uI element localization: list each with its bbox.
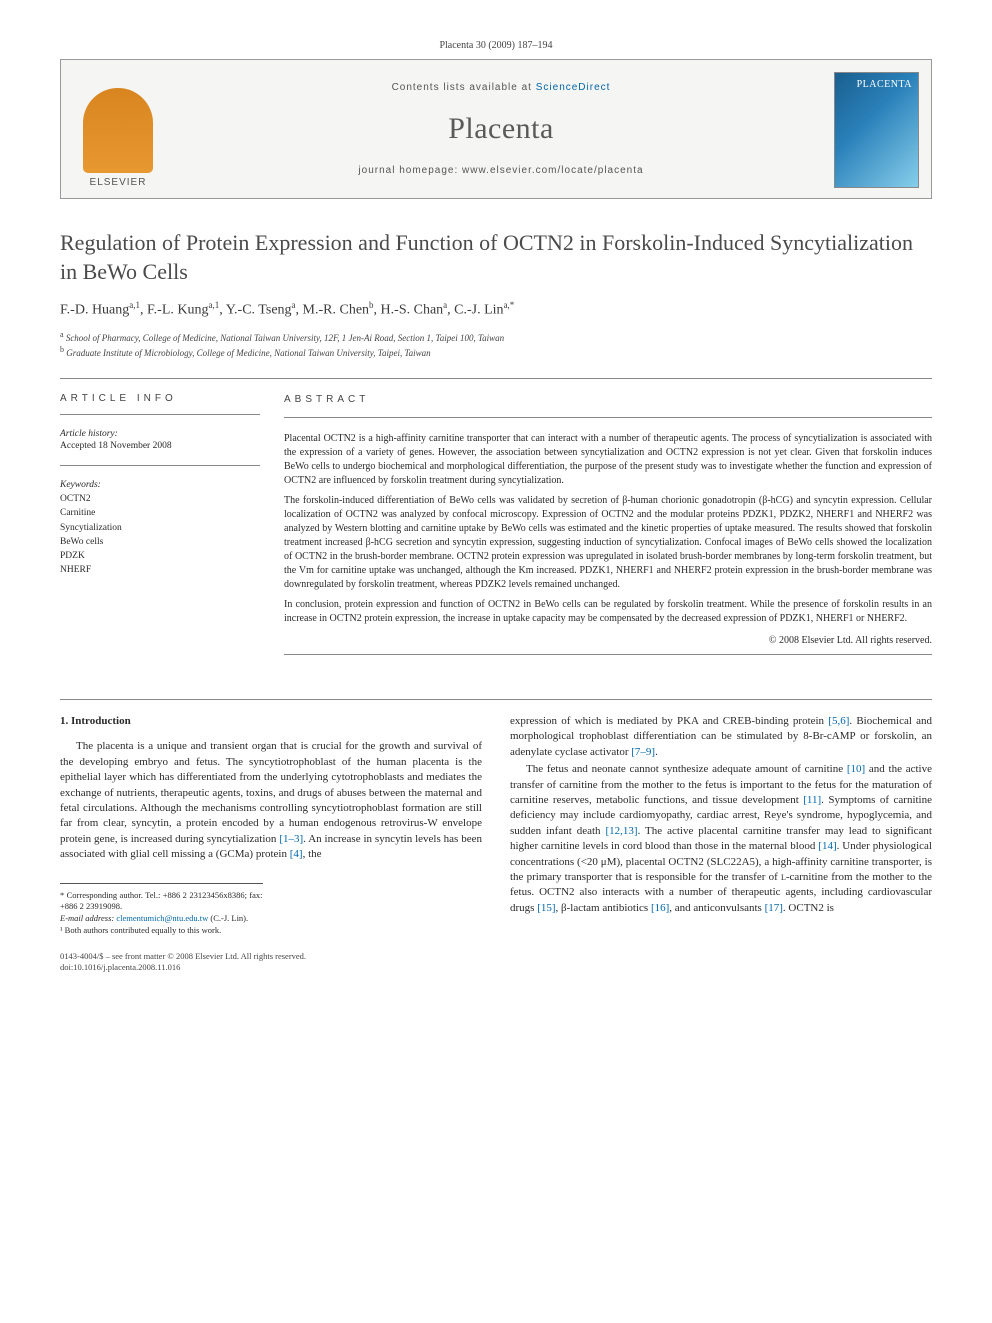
separator-line xyxy=(60,378,932,379)
keyword: BeWo cells xyxy=(60,535,260,549)
abstract-heading: ABSTRACT xyxy=(284,393,932,407)
ref-link[interactable]: [12,13] xyxy=(605,825,637,837)
equal-contribution-note: ¹ Both authors contributed equally to th… xyxy=(60,925,263,937)
ref-link[interactable]: [7–9] xyxy=(631,746,655,758)
ref-link[interactable]: [16] xyxy=(651,902,669,914)
publisher-logo[interactable]: ELSEVIER xyxy=(73,72,163,188)
publisher-name: ELSEVIER xyxy=(90,177,147,188)
ref-link[interactable]: [17] xyxy=(765,902,783,914)
header-center: Contents lists available at ScienceDirec… xyxy=(181,60,821,198)
keyword: OCTN2 xyxy=(60,492,260,506)
ref-link[interactable]: [10] xyxy=(847,763,865,775)
affiliations: a School of Pharmacy, College of Medicin… xyxy=(60,329,932,360)
body-text: 1. Introduction The placenta is a unique… xyxy=(60,714,932,937)
keyword: Syncytialization xyxy=(60,521,260,535)
contents-available: Contents lists available at ScienceDirec… xyxy=(392,82,611,93)
abstract-sep xyxy=(284,417,932,418)
abstract-end-sep xyxy=(284,654,932,655)
body-sep xyxy=(60,699,932,700)
footer-doi: doi:10.1016/j.placenta.2008.11.016 xyxy=(60,962,932,973)
sciencedirect-link[interactable]: ScienceDirect xyxy=(536,82,611,93)
journal-header: ELSEVIER Contents lists available at Sci… xyxy=(60,59,932,199)
journal-homepage: journal homepage: www.elsevier.com/locat… xyxy=(358,165,643,176)
ref-link[interactable]: [11] xyxy=(803,794,821,806)
abstract-para-2: The forskolin-induced differentiation of… xyxy=(284,494,932,592)
ref-link[interactable]: [1–3] xyxy=(279,833,303,845)
right-column: expression of which is mediated by PKA a… xyxy=(510,714,932,937)
body-para-right-1: expression of which is mediated by PKA a… xyxy=(510,714,932,760)
email-line: E-mail address: clementumich@ntu.edu.tw … xyxy=(60,913,263,925)
abstract-para-1: Placental OCTN2 is a high-affinity carni… xyxy=(284,432,932,488)
section-number: 1. xyxy=(60,715,68,727)
info-sep-1 xyxy=(60,414,260,415)
abstract: ABSTRACT Placental OCTN2 is a high-affin… xyxy=(284,393,932,669)
affiliation-a: a School of Pharmacy, College of Medicin… xyxy=(60,329,932,345)
keyword: NHERF xyxy=(60,563,260,577)
keyword: PDZK xyxy=(60,549,260,563)
journal-name: Placenta xyxy=(448,112,554,146)
article-info-heading: ARTICLE INFO xyxy=(60,393,260,404)
article-title: Regulation of Protein Expression and Fun… xyxy=(60,229,932,286)
article-info: ARTICLE INFO Article history: Accepted 1… xyxy=(60,393,260,669)
ref-link[interactable]: [14] xyxy=(818,840,836,852)
abstract-para-3: In conclusion, protein expression and fu… xyxy=(284,598,932,626)
page-footer: 0143-4004/$ – see front matter © 2008 El… xyxy=(60,951,932,973)
ref-link[interactable]: [5,6] xyxy=(828,715,849,727)
article-history: Article history: Accepted 18 November 20… xyxy=(60,429,260,451)
keywords-list: OCTN2 Carnitine Syncytialization BeWo ce… xyxy=(60,492,260,578)
affiliation-b: b Graduate Institute of Microbiology, Co… xyxy=(60,344,932,360)
citation: Placenta 30 (2009) 187–194 xyxy=(60,40,932,51)
elsevier-tree-icon xyxy=(83,88,153,173)
body-para-right-2: The fetus and neonate cannot synthesize … xyxy=(510,762,932,916)
footnotes: * Corresponding author. Tel.: +886 2 231… xyxy=(60,883,263,938)
left-column: 1. Introduction The placenta is a unique… xyxy=(60,714,482,937)
keywords-label: Keywords: xyxy=(60,480,260,490)
body-para-left: The placenta is a unique and transient o… xyxy=(60,739,482,862)
email-link[interactable]: clementumich@ntu.edu.tw xyxy=(116,913,208,923)
cover-label: PLACENTA xyxy=(857,79,912,90)
authors-list: F.-D. Huanga,1, F.-L. Kunga,1, Y.-C. Tse… xyxy=(60,300,932,319)
abstract-copyright: © 2008 Elsevier Ltd. All rights reserved… xyxy=(284,634,932,648)
section-title: Introduction xyxy=(71,715,131,727)
homepage-prefix: journal homepage: xyxy=(358,165,462,176)
history-label: Article history: xyxy=(60,429,260,439)
info-abstract-row: ARTICLE INFO Article history: Accepted 1… xyxy=(60,393,932,669)
corresponding-author-note: * Corresponding author. Tel.: +886 2 231… xyxy=(60,890,263,914)
journal-cover-thumbnail[interactable]: PLACENTA xyxy=(834,72,919,188)
contents-prefix: Contents lists available at xyxy=(392,82,536,93)
footer-copyright: 0143-4004/$ – see front matter © 2008 El… xyxy=(60,951,932,962)
ref-link[interactable]: [15] xyxy=(537,902,555,914)
homepage-url[interactable]: www.elsevier.com/locate/placenta xyxy=(462,165,644,176)
history-accepted: Accepted 18 November 2008 xyxy=(60,441,260,451)
email-label: E-mail address: xyxy=(60,913,114,923)
ref-link[interactable]: [4] xyxy=(290,848,303,860)
section-heading: 1. Introduction xyxy=(60,714,482,729)
keyword: Carnitine xyxy=(60,506,260,520)
info-sep-2 xyxy=(60,465,260,466)
email-suffix: (C.-J. Lin). xyxy=(210,913,248,923)
keywords-block: Keywords: OCTN2 Carnitine Syncytializati… xyxy=(60,480,260,578)
